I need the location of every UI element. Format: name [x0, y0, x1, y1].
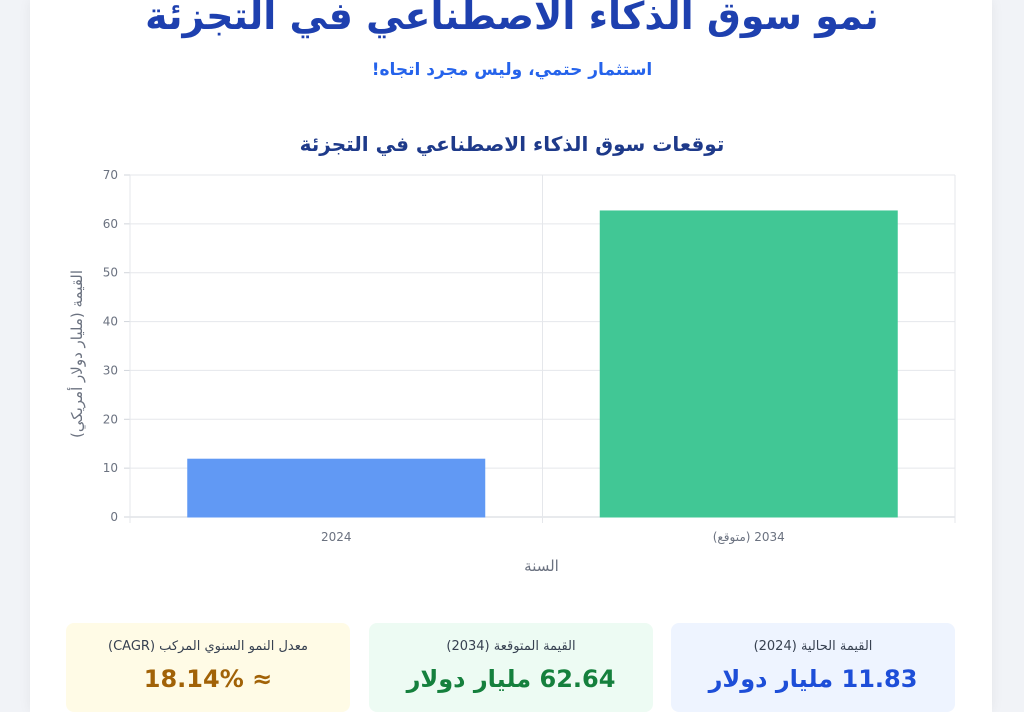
y-tick-label: 70: [103, 168, 118, 182]
bar-chart: 0 10 20 30 40 50 60 70 2024 2034 (متوقع) السنة القي…: [67, 168, 956, 575]
page-title: نمو سوق الذكاء الاصطناعي في التجزئة: [145, 0, 879, 38]
y-tick-label: 60: [103, 217, 118, 231]
y-axis-label: القيمة (مليار دولار أمريكي): [67, 270, 87, 438]
stat-card-current: القيمة الحالية (2024) 11.83 مليار دولار: [671, 623, 955, 712]
x-tick-label: 2034 (متوقع): [713, 530, 785, 545]
stat-card-cagr: معدل النمو السنوي المركب (CAGR) ≈ 18.14%: [66, 623, 350, 712]
x-tick-label: 2024: [321, 530, 352, 544]
stat-projected-label: القيمة المتوقعة (2034): [446, 639, 576, 654]
stat-projected-value: 62.64 مليار دولار: [406, 665, 616, 693]
y-tick-label: 50: [103, 266, 118, 280]
stat-cagr-value: ≈ 18.14%: [143, 665, 273, 693]
bar-2: [599, 210, 898, 518]
stat-cagr-label: معدل النمو السنوي المركب (CAGR): [108, 639, 308, 654]
y-tick-label: 0: [110, 510, 118, 524]
x-axis-label: السنة: [524, 557, 559, 575]
y-tick-label: 30: [103, 363, 118, 377]
stat-card-projected: القيمة المتوقعة (2034) 62.64 مليار دولار: [369, 623, 653, 712]
y-tick-label: 10: [103, 461, 118, 475]
bar-1: [187, 458, 486, 518]
y-tick-label: 40: [103, 315, 118, 329]
stat-current-label: القيمة الحالية (2024): [753, 639, 873, 654]
y-tick-label: 20: [103, 412, 118, 426]
stat-current-value: 11.83 مليار دولار: [708, 665, 918, 693]
chart-title: توقعات سوق الذكاء الاصطناعي في التجزئة: [299, 132, 725, 156]
page-subtitle: استثمار حتمي، وليس مجرد اتجاه!: [371, 60, 653, 80]
